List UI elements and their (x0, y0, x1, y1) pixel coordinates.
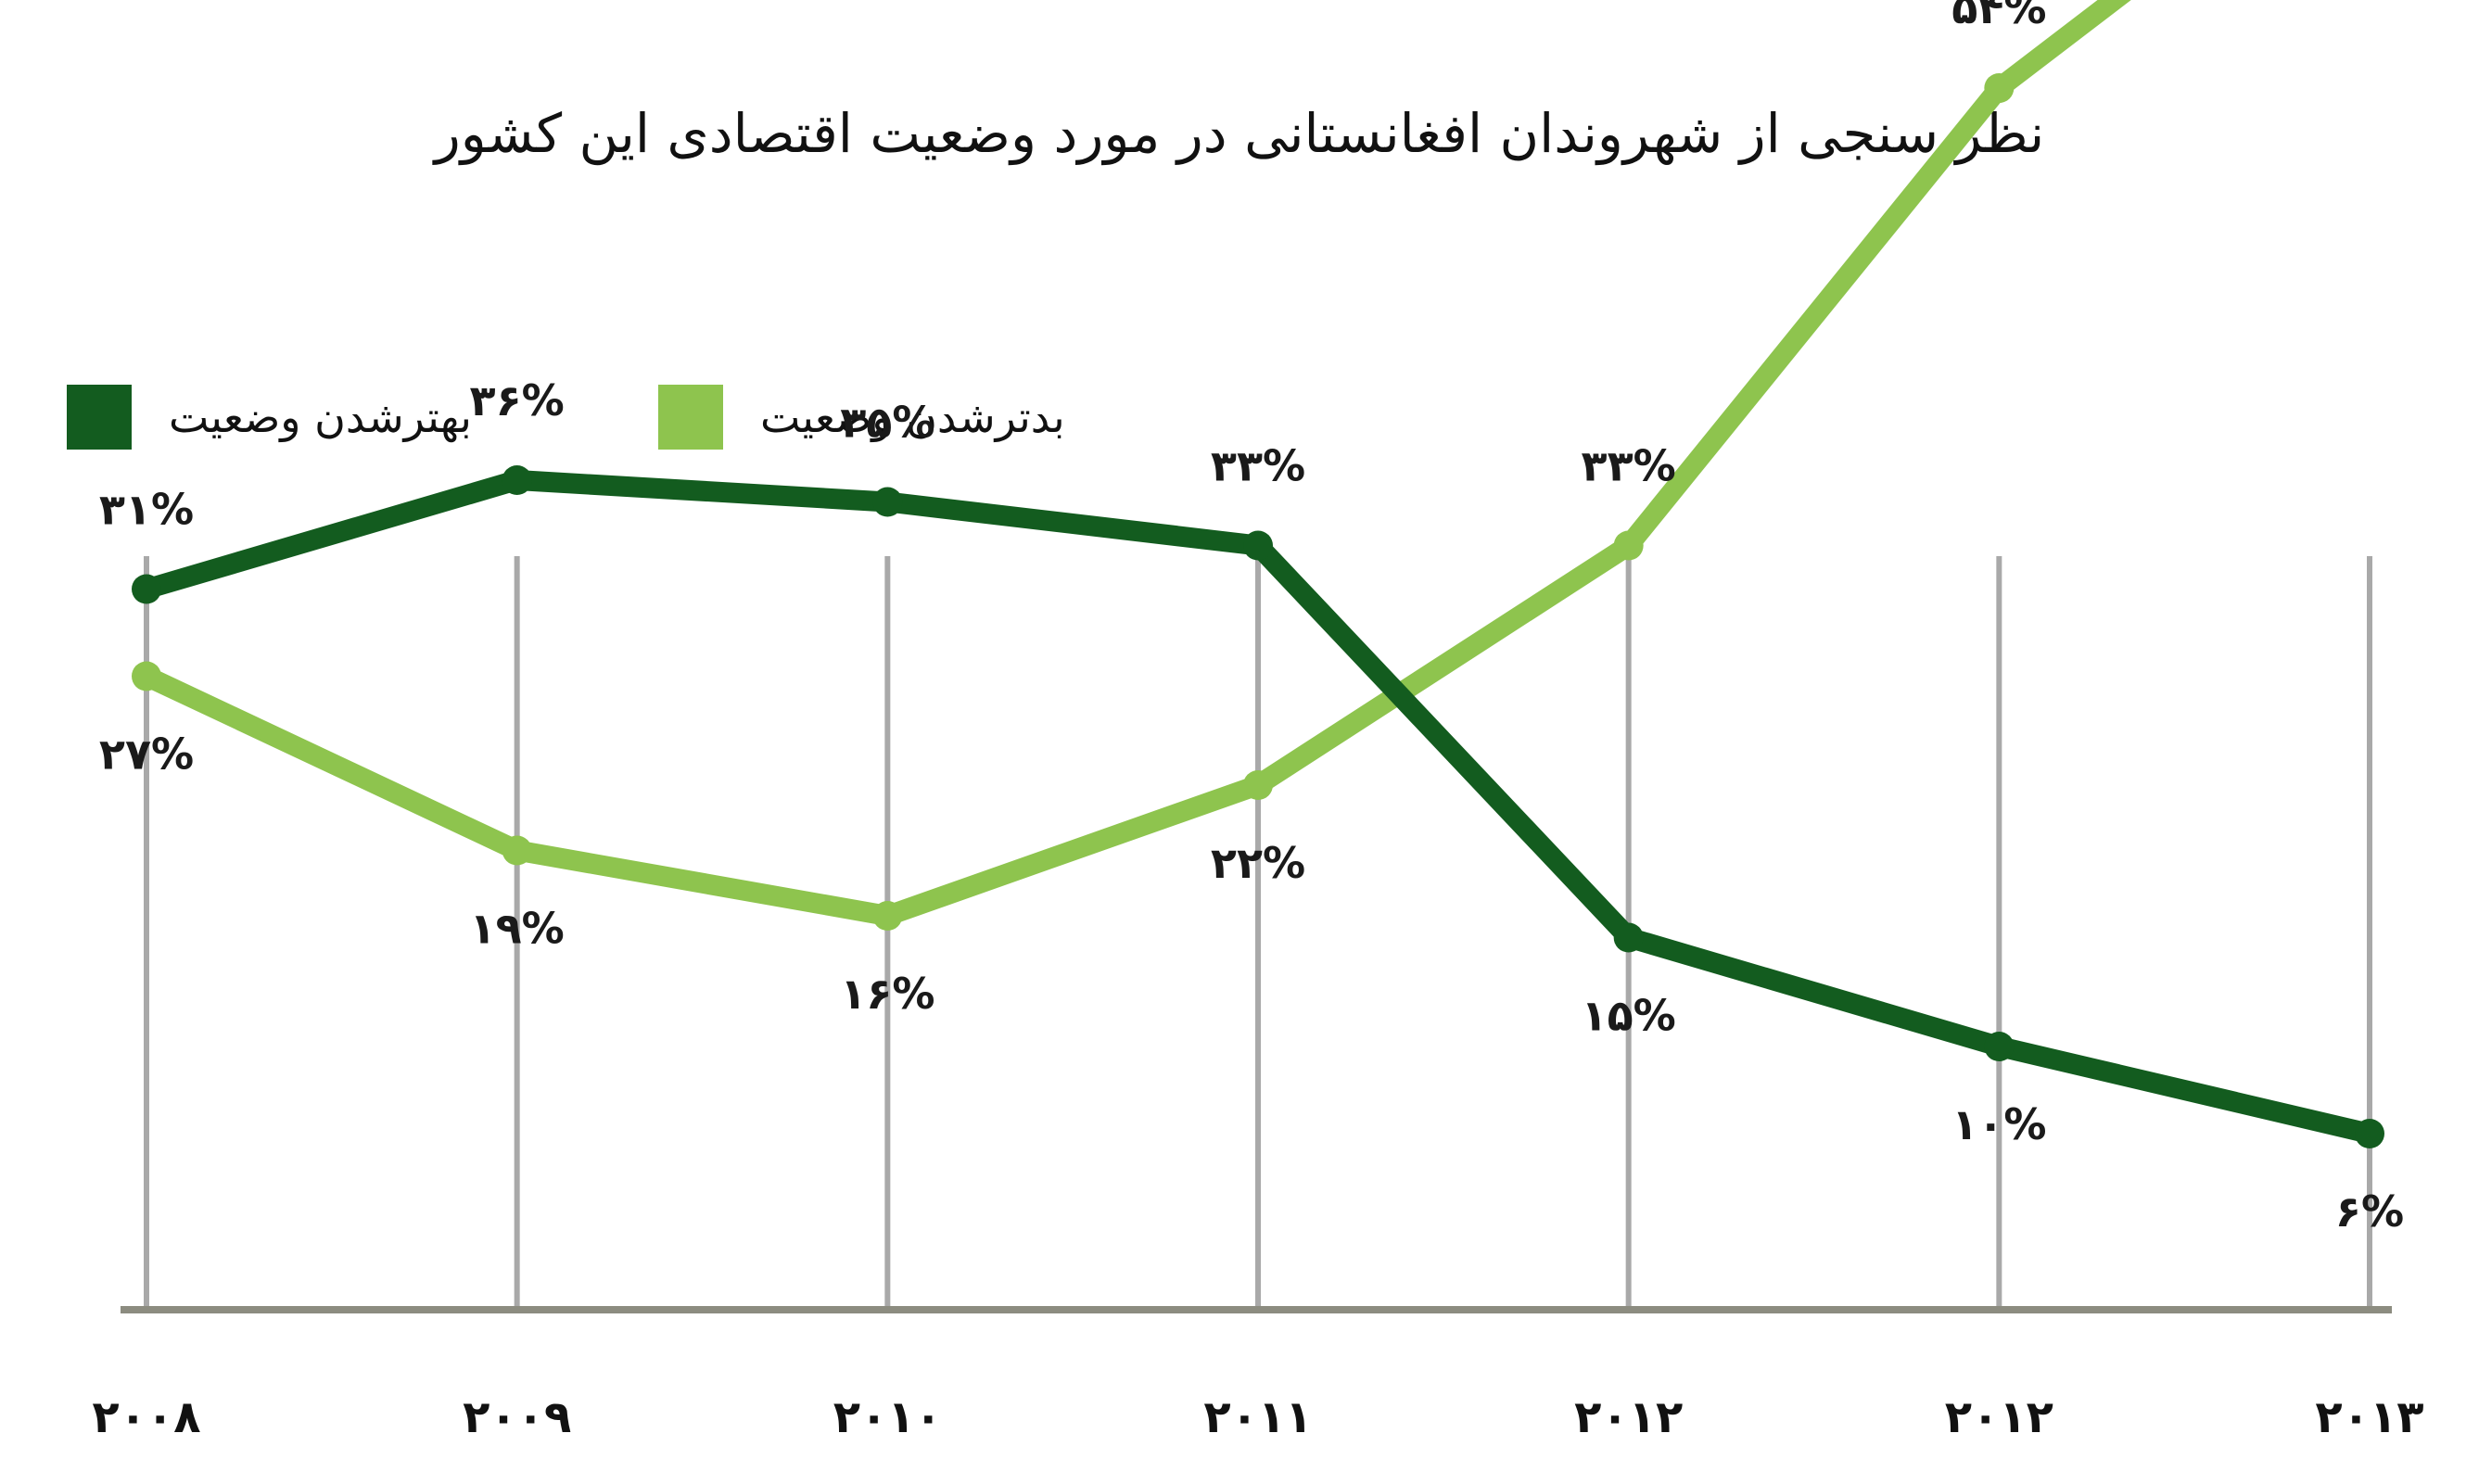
data-label-s0-6: ۶% (2335, 1186, 2404, 1237)
series-1-point-2 (872, 901, 903, 931)
data-label-s0-0: ۳۱% (99, 485, 194, 535)
series-1-point-5 (1984, 73, 2015, 103)
legend-swatch-better (67, 385, 132, 450)
x-tick-label-5: ۲۰۱۲ (1945, 1391, 2053, 1443)
series-1-point-0 (132, 661, 161, 691)
legend-swatch-worse (658, 385, 723, 450)
data-label-s0-3: ۳۳% (1211, 441, 1305, 491)
series-0-point-2 (872, 487, 903, 517)
series-1-point-3 (1243, 770, 1273, 800)
series-0-point-5 (1984, 1032, 2015, 1061)
series-0-point-3 (1243, 530, 1273, 561)
data-label-s0-2: ۳۵% (840, 398, 934, 448)
data-label-s1-4: ۳۳% (1582, 441, 1676, 491)
legend-label-worse: بدترشدن وضعیت (760, 392, 1065, 442)
legend-item-better: بهترشدن وضعیت (67, 380, 472, 454)
series-1-point-4 (1613, 530, 1644, 561)
x-tick-label-1: ۲۰۰۹ (463, 1391, 571, 1443)
x-tick-label-4: ۲۰۱۲ (1574, 1391, 1683, 1443)
series-0-point-4 (1613, 922, 1644, 953)
data-label-s0-1: ۳۶% (470, 375, 565, 425)
data-label-s0-5: ۱۰% (1951, 1099, 2046, 1149)
series-1-point-1 (502, 835, 532, 866)
data-label-s1-1: ۱۹% (470, 904, 565, 954)
data-label-s0-4: ۱۵% (1582, 991, 1676, 1041)
x-tick-label-3: ۲۰۱۱ (1203, 1391, 1312, 1443)
chart-title: نظر سنجی از شهروندان افغانستانی در مورد … (434, 102, 2045, 165)
x-tick-label-6: ۲۰۱۳ (2315, 1391, 2423, 1443)
data-label-s1-5: ۵۴% (1951, 0, 2046, 33)
legend-label-better: بهترشدن وضعیت (169, 392, 472, 442)
data-label-s1-2: ۱۶% (840, 969, 934, 1019)
series-0-point-6 (2355, 1119, 2384, 1148)
series-0-point-0 (132, 574, 161, 604)
series-0-point-1 (502, 465, 532, 495)
x-tick-label-2: ۲۰۱۰ (833, 1391, 942, 1443)
x-tick-label-0: ۲۰۰۸ (92, 1391, 200, 1443)
legend-item-worse: بدترشدن وضعیت (658, 380, 1065, 454)
data-label-s1-3: ۲۲% (1211, 838, 1305, 888)
data-label-s1-0: ۲۷% (99, 729, 194, 780)
